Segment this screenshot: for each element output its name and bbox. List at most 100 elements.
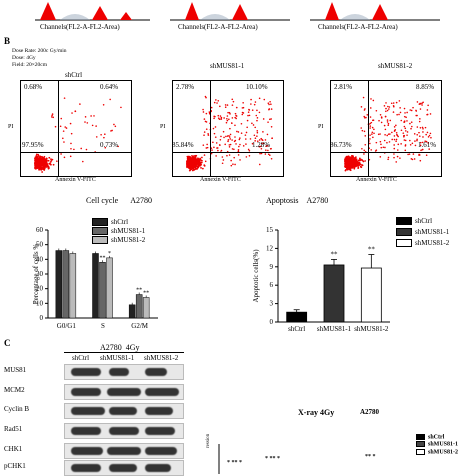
event-dot (384, 133, 386, 136)
event-dot (230, 159, 232, 162)
event-dot (414, 144, 417, 147)
event-dot (379, 140, 382, 143)
event-dot (404, 149, 407, 152)
event-dot (91, 124, 94, 127)
event-dot (428, 148, 431, 150)
event-dot (224, 143, 226, 146)
event-dot (366, 113, 369, 116)
event-dot (217, 114, 220, 117)
event-dot (375, 149, 378, 151)
event-dot (247, 111, 250, 113)
event-dot (226, 135, 229, 137)
y-tick-label: 0 (40, 314, 44, 322)
event-dot (203, 131, 206, 133)
event-dot (250, 98, 252, 101)
lane-label-shctrl: shCtrl (72, 354, 90, 362)
event-dot (347, 164, 350, 167)
event-dot (418, 154, 420, 156)
event-dot (370, 149, 373, 151)
event-dot (399, 107, 401, 109)
y-tick-label: 10 (36, 299, 44, 307)
event-dot (393, 147, 396, 150)
event-dot (349, 165, 352, 168)
event-dot (253, 134, 256, 137)
event-dot (359, 165, 362, 168)
event-dot (421, 126, 424, 129)
event-dot (221, 156, 224, 158)
event-dot (427, 136, 430, 138)
event-dot (413, 133, 416, 135)
event-dot (34, 156, 37, 159)
legend-swatch (416, 448, 425, 455)
dose-rate: Dose Rate: 200c Gy/min (12, 48, 67, 54)
event-dot (410, 121, 413, 123)
event-dot (256, 135, 258, 137)
flow-lr-shmus81-2: 1.61% (418, 141, 437, 149)
event-dot (203, 134, 205, 136)
event-dot (258, 145, 261, 148)
cell-cycle-legend: shCtrl shMUS81-1 shMUS81-2 (92, 218, 145, 245)
event-dot (93, 115, 95, 117)
event-dot (239, 137, 241, 139)
blot-band (145, 464, 171, 472)
event-dot (398, 113, 400, 116)
flow-plot-shctrl (20, 80, 132, 177)
event-dot (237, 149, 240, 151)
event-dot (421, 102, 423, 104)
event-dot (48, 156, 51, 159)
event-dot (228, 136, 231, 138)
event-dot (102, 103, 105, 106)
event-dot (371, 131, 374, 134)
event-dot (390, 102, 393, 105)
event-dot (395, 161, 398, 163)
event-dot (235, 114, 237, 117)
event-dot (47, 159, 50, 162)
flow-ur-shmus81-1: 10.10% (246, 83, 268, 91)
event-dot (50, 158, 52, 161)
event-dot (193, 155, 195, 157)
x-tick-label: shMUS81-2 (354, 325, 389, 333)
event-dot (259, 145, 262, 148)
event-dot (233, 156, 235, 159)
event-dot (50, 116, 53, 118)
xray-cell-label: A2780 (360, 408, 380, 416)
protein-label: Cyclin B (4, 405, 30, 413)
event-dot (384, 128, 387, 131)
quadrant-vline (368, 81, 369, 176)
event-dot (256, 109, 258, 112)
blot-band (107, 447, 141, 455)
flow-ll-shctrl: 97.95% (22, 141, 44, 149)
legend-swatch (396, 228, 412, 237)
flow-ur-shctrl: 0.64% (100, 83, 119, 91)
event-dot (354, 156, 357, 159)
event-dot (260, 137, 263, 140)
event-dot (358, 162, 361, 165)
event-dot (217, 100, 220, 102)
lane-label-shmus81-2: shMUS81-2 (144, 354, 179, 362)
event-dot (41, 155, 43, 158)
blot-strip (64, 443, 184, 459)
event-dot (422, 131, 424, 133)
top-histogram-strip: Channels(FL2-A-FL2-Area) Channels(FL2-A-… (0, 0, 474, 36)
event-dot (36, 160, 39, 163)
event-dot (422, 136, 424, 138)
event-dot (429, 113, 432, 115)
event-dot (233, 148, 235, 151)
event-dot (251, 109, 254, 111)
event-dot (198, 161, 201, 164)
legend-swatch (416, 441, 425, 448)
event-dot (43, 159, 46, 162)
event-dot (43, 164, 45, 166)
event-dot (232, 163, 234, 165)
event-dot (226, 104, 229, 106)
event-dot (211, 149, 213, 151)
event-dot (234, 116, 236, 119)
event-dot (346, 168, 348, 170)
event-dot (357, 166, 360, 168)
event-dot (397, 143, 400, 146)
event-dot (404, 112, 406, 114)
mini-legend-shmus81-1: shMUS81-1 (416, 441, 458, 448)
event-dot (35, 163, 38, 166)
bar (62, 250, 70, 319)
event-dot (430, 136, 432, 139)
